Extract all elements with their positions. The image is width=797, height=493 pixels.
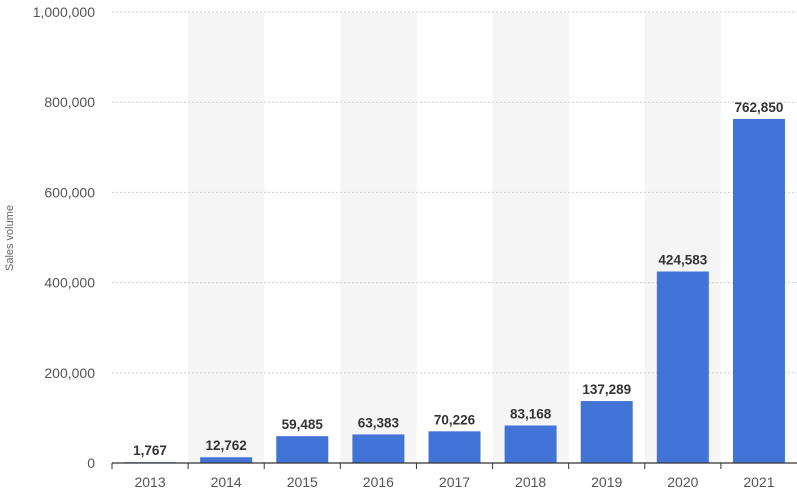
bar-2014	[200, 457, 253, 463]
x-tick-label: 2019	[591, 474, 622, 490]
y-tick-label: 800,000	[44, 94, 95, 110]
value-label-2019: 137,289	[582, 382, 631, 397]
value-label-2021: 762,850	[735, 100, 784, 115]
x-tick-label: 2018	[515, 474, 546, 490]
column-band	[492, 12, 569, 463]
bar-2021	[732, 118, 785, 463]
value-label-2015: 59,485	[282, 417, 324, 432]
column-band	[340, 12, 417, 463]
x-tick-label: 2017	[439, 474, 470, 490]
value-label-2016: 63,383	[358, 415, 400, 430]
y-tick-label: 1,000,000	[33, 4, 95, 20]
y-tick-label: 0	[87, 455, 95, 471]
x-tick-label: 2020	[667, 474, 698, 490]
x-tick-label: 2015	[287, 474, 318, 490]
value-label-2013: 1,767	[133, 443, 167, 458]
x-tick-label: 2021	[743, 474, 774, 490]
bar-2017	[428, 431, 481, 463]
bar-2016	[352, 434, 405, 463]
bars	[124, 118, 785, 464]
bar-2020	[656, 271, 709, 463]
column-band	[188, 12, 265, 463]
value-labels: 1,767 12,762 59,485 63,383 70,226 83,168 137,2…	[133, 100, 783, 458]
y-tick-label: 200,000	[44, 365, 95, 381]
bar-2018	[504, 425, 557, 463]
x-tick-label: 2014	[211, 474, 242, 490]
bar-2015	[276, 436, 329, 463]
y-axis-title: Sales volume	[4, 205, 16, 271]
x-tick-label: 2013	[134, 474, 165, 490]
y-tick-label: 400,000	[44, 275, 95, 291]
value-label-2014: 12,762	[206, 438, 247, 453]
y-tick-label: 600,000	[44, 184, 95, 200]
y-axis-ticks: 0 200,000 400,000 600,000 800,000 1,000,000	[33, 4, 96, 471]
column-bands	[188, 12, 721, 463]
bar-2019	[580, 401, 633, 463]
value-label-2017: 70,226	[434, 412, 476, 427]
value-label-2018: 83,168	[510, 406, 552, 421]
x-tick-label: 2016	[363, 474, 394, 490]
value-label-2020: 424,583	[658, 253, 707, 268]
x-axis-ticks: 2013 2014 2015 2016 2017 2018 2019 2020 2021	[111, 463, 775, 490]
